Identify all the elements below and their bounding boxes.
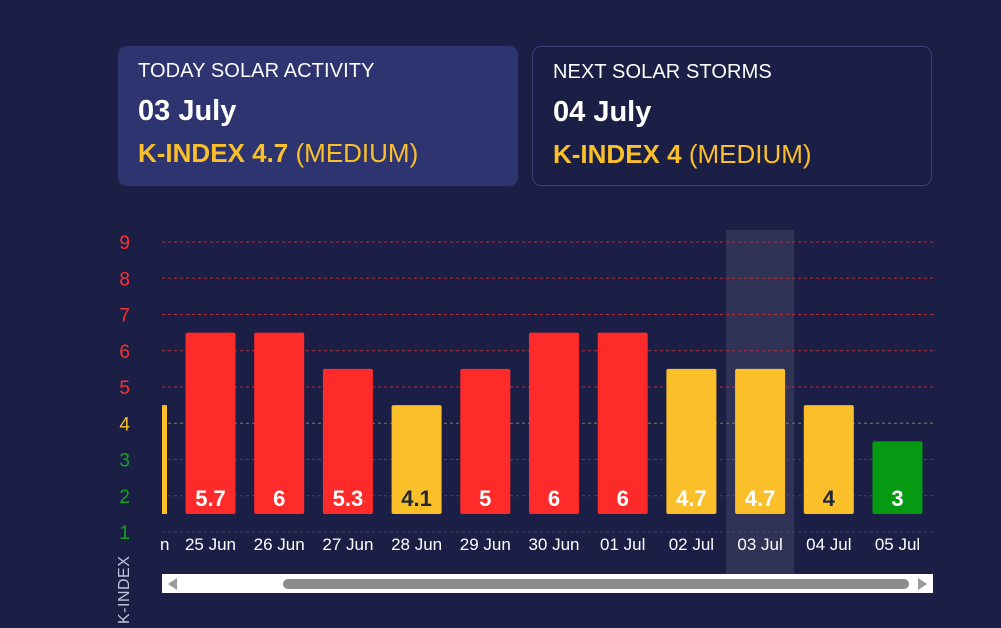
- today-card-date: 03 July: [138, 95, 237, 127]
- y-tick-label: 1: [119, 523, 130, 544]
- bar-value-label: 4: [823, 486, 836, 511]
- chart-scrollbar[interactable]: [162, 574, 933, 593]
- bar: [391, 405, 442, 514]
- y-tick-label: 9: [119, 233, 130, 254]
- today-card-kindex: K-INDEX 4.7 (MEDIUM): [138, 138, 518, 169]
- bar: [185, 332, 236, 514]
- next-kindex-level: (MEDIUM): [688, 139, 812, 169]
- bar-partial: [162, 405, 167, 514]
- y-axis-label: K-INDEX: [116, 555, 133, 624]
- y-tick-label: 2: [119, 487, 130, 508]
- bar: [666, 368, 717, 514]
- y-tick-label: 5: [119, 378, 130, 399]
- x-tick-label: 30 Jun: [528, 535, 579, 554]
- today-kindex-value: K-INDEX 4.7: [138, 138, 289, 168]
- scrollbar-thumb[interactable]: [283, 579, 909, 589]
- bar-value-label: 6: [617, 486, 629, 511]
- bar-value-label: 3: [891, 486, 903, 511]
- bar: [322, 368, 373, 514]
- x-tick-label-partial: n: [160, 535, 169, 554]
- next-card-title: NEXT SOLAR STORMS: [553, 61, 772, 83]
- arrow-right-icon[interactable]: [918, 578, 927, 590]
- next-card-date: 04 July: [553, 96, 652, 128]
- bar-value-label: 5: [479, 486, 491, 511]
- y-tick-label: 7: [119, 306, 130, 327]
- today-card-title: TODAY SOLAR ACTIVITY: [138, 60, 375, 82]
- x-tick-label: 05 Jul: [875, 535, 920, 554]
- x-tick-label: 02 Jul: [669, 535, 714, 554]
- next-card-kindex: K-INDEX 4 (MEDIUM): [553, 139, 931, 170]
- bar: [254, 332, 305, 514]
- bar: [529, 332, 579, 514]
- x-tick-label: 28 Jun: [391, 535, 442, 554]
- bar: [872, 441, 923, 514]
- today-activity-card: TODAY SOLAR ACTIVITY 03 July K-INDEX 4.7…: [118, 46, 518, 186]
- y-tick-label: 8: [119, 269, 130, 290]
- bar-value-label: 5.3: [333, 486, 364, 511]
- x-tick-label: 01 Jul: [600, 535, 645, 554]
- y-tick-label: 3: [119, 451, 130, 472]
- x-tick-label: 04 Jul: [806, 535, 851, 554]
- bar-value-label: 6: [273, 486, 285, 511]
- bar: [735, 368, 786, 514]
- x-tick-label: 27 Jun: [322, 535, 373, 554]
- bar: [460, 368, 511, 514]
- next-storms-card: NEXT SOLAR STORMS 04 July K-INDEX 4 (MED…: [532, 46, 932, 186]
- bar-value-label: 4.7: [676, 486, 707, 511]
- x-tick-label: 03 Jul: [737, 535, 782, 554]
- today-kindex-level: (MEDIUM): [295, 138, 419, 168]
- x-tick-label: 26 Jun: [254, 535, 305, 554]
- bar-value-label: 6: [548, 486, 560, 511]
- y-tick-label: 4: [119, 414, 130, 435]
- arrow-left-icon[interactable]: [168, 578, 177, 590]
- bar: [597, 332, 648, 514]
- bar-value-label: 4.1: [401, 486, 432, 511]
- x-tick-label: 29 Jun: [460, 535, 511, 554]
- bar-value-label: 5.7: [195, 486, 226, 511]
- x-tick-label: 25 Jun: [185, 535, 236, 554]
- y-tick-label: 6: [119, 342, 130, 363]
- next-kindex-value: K-INDEX 4: [553, 139, 682, 169]
- bar: [803, 405, 854, 514]
- bar-value-label: 4.7: [745, 486, 776, 511]
